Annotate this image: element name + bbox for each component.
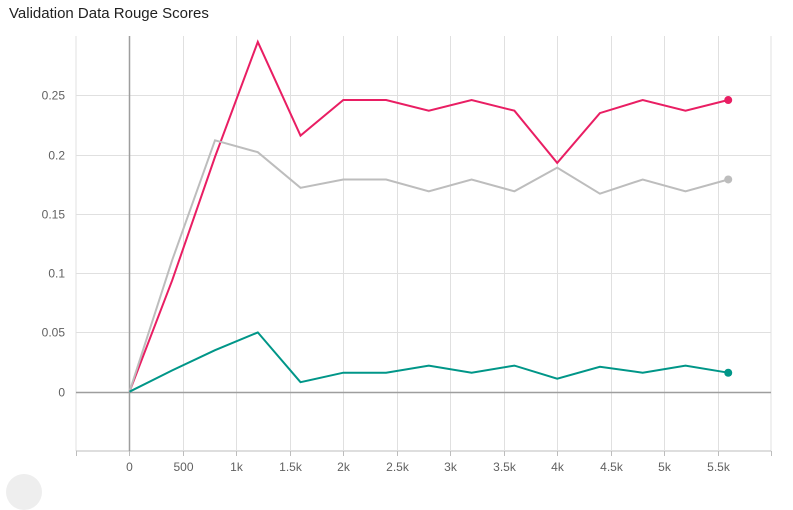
y-tick-label: 0 [58, 386, 65, 400]
series-line-1 [128, 39, 729, 393]
y-tick-label: 0.1 [48, 267, 65, 281]
x-tick-label: 500 [173, 460, 193, 474]
x-tick-label: 2.5k [386, 460, 410, 474]
series-end-marker-3 [724, 368, 733, 377]
tick-labels: 0 500 1k 1.5k 2k 2.5k 3k 3.5k 4k 4.5k 5k 5.5k 0 0.05 0… [42, 89, 731, 475]
x-tick-label: 1.5k [279, 460, 303, 474]
scroll-handle[interactable] [6, 474, 42, 510]
x-tick-label: 5.5k [707, 460, 731, 474]
line-chart: 0 500 1k 1.5k 2k 2.5k 3k 3.5k 4k 4.5k 5k 5.5k 0 0.05 0… [42, 36, 772, 475]
series-end-marker-1 [724, 96, 733, 105]
x-tick-label: 3.5k [493, 460, 517, 474]
x-tick-label: 5k [658, 460, 672, 474]
series-line-2 [128, 139, 729, 393]
series-lines [128, 39, 733, 393]
x-tick-label: 1k [230, 460, 244, 474]
x-tick-label: 3k [444, 460, 458, 474]
y-tick-label: 0.15 [42, 208, 66, 222]
grid-lines [75, 36, 772, 456]
x-tick-label: 4.5k [600, 460, 624, 474]
x-tick-label: 4k [551, 460, 565, 474]
y-tick-label: 0.05 [42, 326, 66, 340]
chart-title: Validation Data Rouge Scores [9, 5, 209, 22]
y-tick-label: 0.25 [42, 89, 66, 103]
x-tick-label: 2k [337, 460, 351, 474]
axes [76, 36, 771, 451]
series-end-marker-2 [724, 175, 733, 184]
y-tick-label: 0.2 [48, 149, 65, 163]
series-line-3 [129, 331, 729, 393]
x-tick-label: 0 [126, 460, 133, 474]
